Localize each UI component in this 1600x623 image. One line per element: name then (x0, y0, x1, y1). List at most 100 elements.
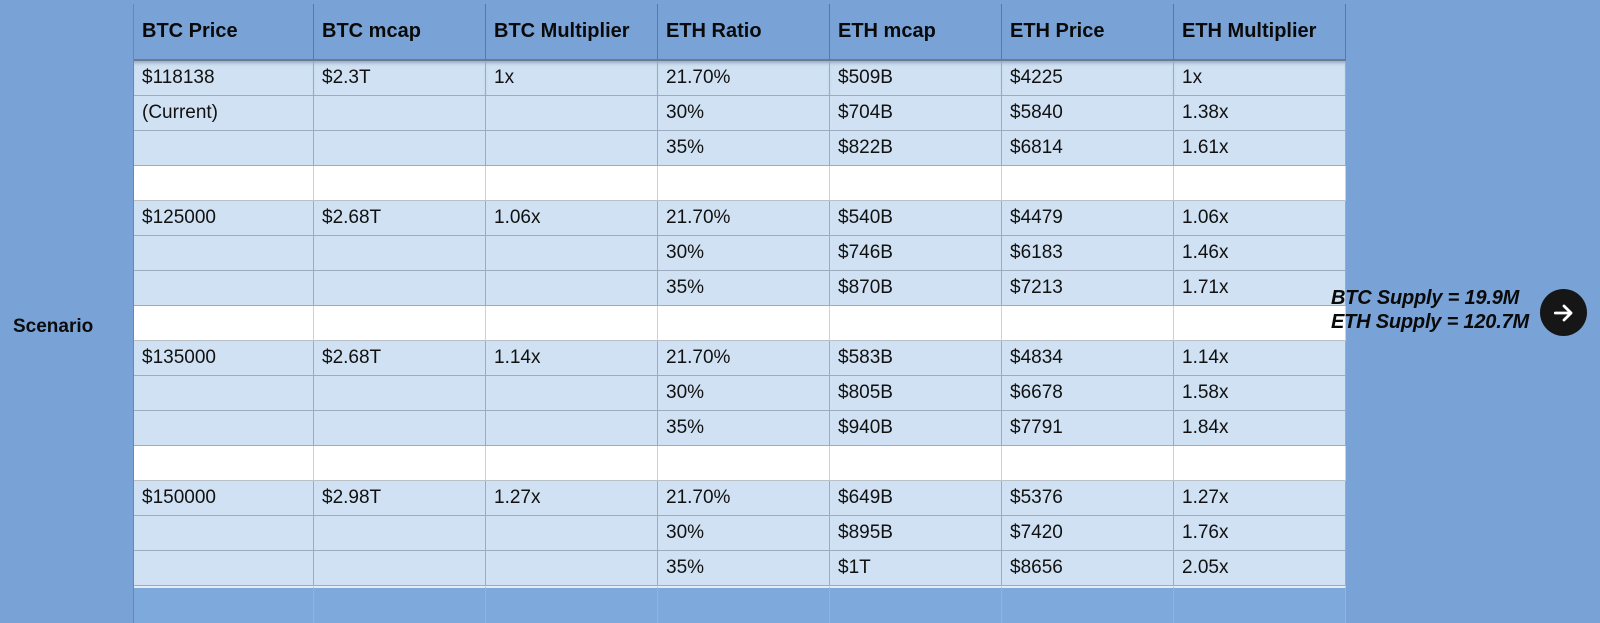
cell-eth-price: $7791 (1002, 411, 1174, 446)
cell-eth-price: $6814 (1002, 131, 1174, 166)
cell-eth-price: $4225 (1002, 61, 1174, 96)
separator-cell-eth-mcap (830, 446, 1002, 481)
cell-eth-ratio: 30% (658, 236, 830, 271)
separator-cell-eth-price (1002, 306, 1174, 341)
separator-cell-btc-price (134, 166, 314, 201)
cell-eth-price: $7213 (1002, 271, 1174, 306)
cell-btc-price (134, 131, 314, 166)
cell-btc-mcap (314, 551, 486, 586)
separator-cell-eth-ratio (658, 306, 830, 341)
bottom-band-cell-eth-price (1002, 586, 1174, 623)
cell-eth-ratio: 35% (658, 411, 830, 446)
cell-btc-multiplier (486, 516, 658, 551)
cell-btc-price (134, 271, 314, 306)
separator-cell-eth-mcap (830, 306, 1002, 341)
cell-eth-multiplier: 1x (1174, 61, 1346, 96)
cell-eth-multiplier: 1.61x (1174, 131, 1346, 166)
cell-eth-ratio: 30% (658, 96, 830, 131)
cell-eth-multiplier: 2.05x (1174, 551, 1346, 586)
scenario-label: Scenario (13, 316, 94, 337)
cell-eth-multiplier: 1.38x (1174, 96, 1346, 131)
cell-btc-mcap (314, 516, 486, 551)
bottom-band-cell-eth-multiplier (1174, 586, 1346, 623)
cell-btc-mcap (314, 376, 486, 411)
arrow-right-icon (1551, 300, 1577, 326)
cell-eth-mcap: $822B (830, 131, 1002, 166)
column-header-eth-multiplier: ETH Multiplier (1174, 4, 1346, 61)
separator-cell-eth-ratio (658, 446, 830, 481)
cell-btc-mcap (314, 96, 486, 131)
cell-btc-price (134, 411, 314, 446)
cell-btc-multiplier (486, 96, 658, 131)
cell-eth-mcap: $895B (830, 516, 1002, 551)
cell-eth-price: $5840 (1002, 96, 1174, 131)
separator-cell-btc-price (134, 446, 314, 481)
separator-cell-eth-multiplier (1174, 306, 1346, 341)
cell-btc-multiplier (486, 131, 658, 166)
scenario-table: BTC Price BTC mcap BTC Multiplier ETH Ratio… (133, 4, 1346, 623)
cell-btc-mcap (314, 411, 486, 446)
cell-eth-mcap: $870B (830, 271, 1002, 306)
cell-btc-mcap (314, 271, 486, 306)
supply-note: BTC Supply = 19.9M ETH Supply = 120.7M (1331, 286, 1529, 334)
cell-btc-multiplier (486, 411, 658, 446)
cell-eth-ratio: 35% (658, 131, 830, 166)
cell-btc-mcap: $2.68T (314, 201, 486, 236)
cell-eth-ratio: 21.70% (658, 341, 830, 376)
cell-btc-price: $135000 (134, 341, 314, 376)
cell-eth-multiplier: 1.84x (1174, 411, 1346, 446)
separator-cell-eth-multiplier (1174, 446, 1346, 481)
cell-btc-price (134, 236, 314, 271)
cell-btc-multiplier (486, 236, 658, 271)
btc-supply-note: BTC Supply = 19.9M (1331, 287, 1520, 309)
cell-btc-mcap: $2.98T (314, 481, 486, 516)
bottom-band-cell-btc-multiplier (486, 586, 658, 623)
cell-eth-price: $6183 (1002, 236, 1174, 271)
cell-btc-price (134, 551, 314, 586)
cell-btc-multiplier: 1x (486, 61, 658, 96)
cell-btc-price (134, 516, 314, 551)
cell-eth-price: $6678 (1002, 376, 1174, 411)
separator-cell-btc-mcap (314, 166, 486, 201)
cell-eth-ratio: 21.70% (658, 61, 830, 96)
cell-eth-price: $4834 (1002, 341, 1174, 376)
cell-btc-multiplier: 1.06x (486, 201, 658, 236)
cell-eth-multiplier: 1.76x (1174, 516, 1346, 551)
cell-eth-ratio: 35% (658, 271, 830, 306)
cell-eth-price: $7420 (1002, 516, 1174, 551)
cell-btc-multiplier: 1.27x (486, 481, 658, 516)
cell-btc-mcap (314, 131, 486, 166)
cell-eth-mcap: $704B (830, 96, 1002, 131)
cell-eth-ratio: 30% (658, 516, 830, 551)
cell-eth-ratio: 30% (658, 376, 830, 411)
cell-btc-multiplier: 1.14x (486, 341, 658, 376)
cell-btc-price: (Current) (134, 96, 314, 131)
cell-eth-multiplier: 1.14x (1174, 341, 1346, 376)
cell-eth-multiplier: 1.06x (1174, 201, 1346, 236)
separator-cell-eth-ratio (658, 166, 830, 201)
separator-cell-btc-price (134, 306, 314, 341)
cell-eth-ratio: 21.70% (658, 201, 830, 236)
cell-eth-price: $4479 (1002, 201, 1174, 236)
separator-cell-eth-price (1002, 446, 1174, 481)
separator-cell-btc-multiplier (486, 306, 658, 341)
separator-cell-eth-price (1002, 166, 1174, 201)
cell-eth-multiplier: 1.46x (1174, 236, 1346, 271)
cell-btc-multiplier (486, 376, 658, 411)
cell-eth-mcap: $540B (830, 201, 1002, 236)
separator-cell-btc-multiplier (486, 166, 658, 201)
column-header-eth-mcap: ETH mcap (830, 4, 1002, 61)
cell-btc-price: $125000 (134, 201, 314, 236)
cell-eth-mcap: $940B (830, 411, 1002, 446)
cell-eth-mcap: $746B (830, 236, 1002, 271)
next-arrow-button[interactable] (1540, 289, 1587, 336)
bottom-band-cell-btc-price (134, 586, 314, 623)
cell-eth-mcap: $509B (830, 61, 1002, 96)
cell-eth-mcap: $583B (830, 341, 1002, 376)
cell-eth-price: $5376 (1002, 481, 1174, 516)
cell-btc-multiplier (486, 551, 658, 586)
bottom-band-cell-btc-mcap (314, 586, 486, 623)
bottom-band-cell-eth-ratio (658, 586, 830, 623)
cell-eth-ratio: 21.70% (658, 481, 830, 516)
eth-supply-note: ETH Supply = 120.7M (1331, 311, 1529, 333)
